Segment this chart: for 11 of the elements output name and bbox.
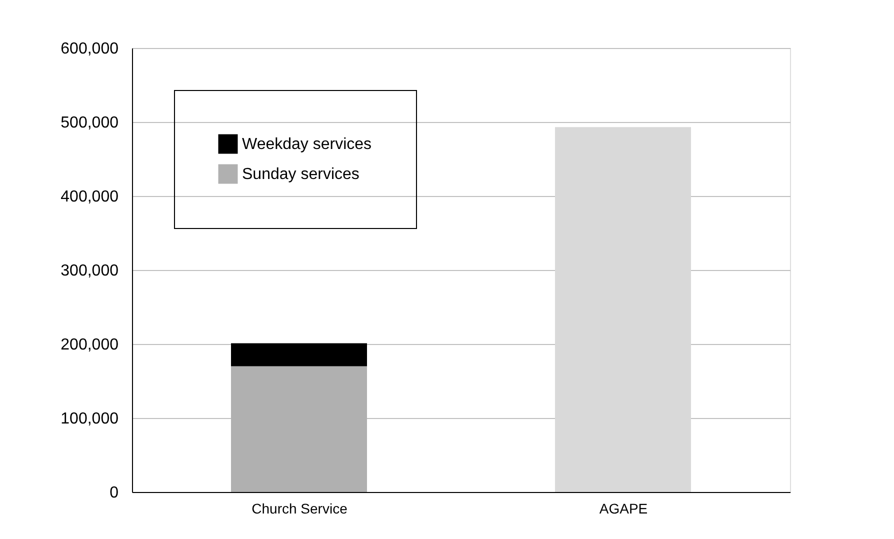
legend-label: Weekday services: [242, 136, 372, 153]
y-tick-label: 100,000: [60, 410, 119, 428]
y-tick-label: 300,000: [60, 262, 119, 280]
y-tick-label: 500,000: [60, 114, 119, 132]
y-tick-label: 200,000: [60, 336, 119, 354]
x-tick-label: Church Service: [252, 500, 348, 516]
y-tick-label: 400,000: [60, 188, 119, 206]
x-tick-label: AGAPE: [599, 500, 648, 516]
y-tick-label: 600,000: [60, 40, 119, 58]
legend-label: Sunday services: [242, 166, 360, 183]
y-tick-label: 0: [110, 484, 119, 502]
